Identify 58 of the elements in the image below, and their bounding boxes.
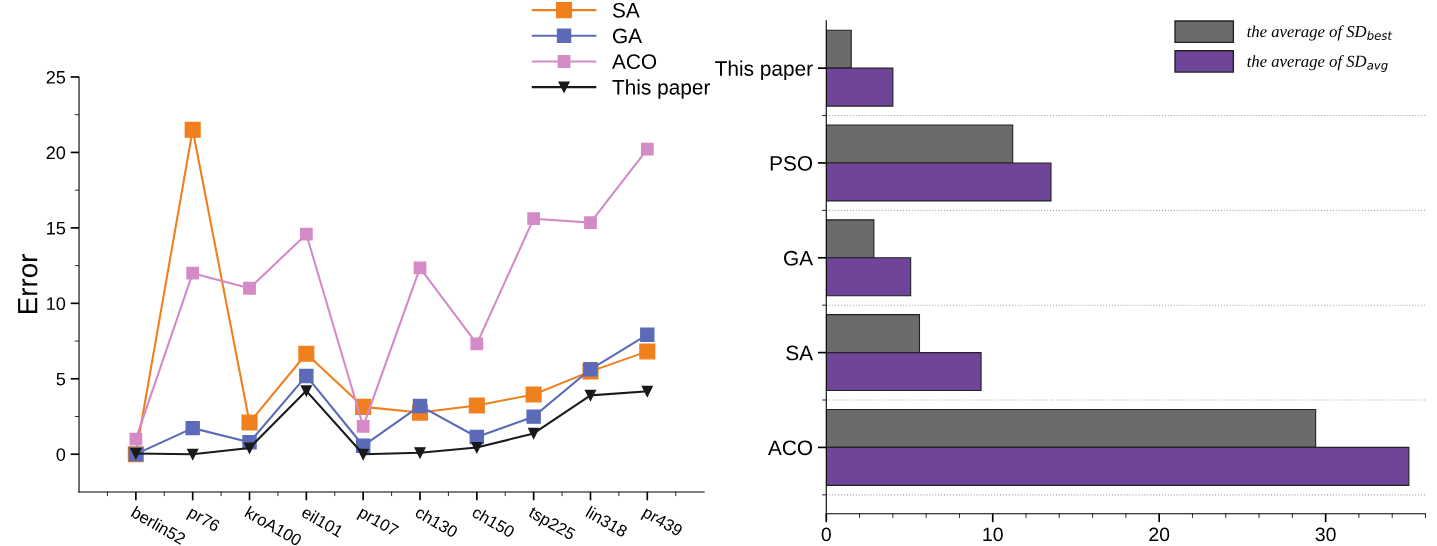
point [413,261,427,275]
point [243,442,256,454]
y-axis-title: Error [18,254,38,314]
point [129,432,143,446]
point [243,281,256,295]
point [357,448,369,460]
point [185,420,200,436]
point [525,386,542,403]
legend-label: SA [612,2,640,18]
point [187,448,199,460]
legend-label: This paper [612,79,711,99]
y-tick-label: 20 [46,146,66,160]
point [470,337,484,351]
point [356,419,370,433]
y-tick-label: PSO [770,155,813,171]
legend-label: the average of SD$_{avg}$ [1247,55,1388,72]
x-tick-label: pr439 [640,506,684,540]
point [299,368,314,384]
point [528,427,540,439]
point [640,327,655,342]
point [300,385,312,397]
y-tick-label: 5 [56,372,66,386]
point [640,142,654,156]
y-tick-label: This paper [715,60,813,81]
point [241,414,258,431]
point [639,343,656,360]
y-tick-label: 15 [47,222,66,235]
y-tick-label: 10 [47,297,66,311]
point [527,212,541,226]
point [412,398,428,414]
legend-label: the average of SD$_{best}$ [1247,25,1393,41]
x-tick-label: eil101 [300,505,345,538]
x-tick-label: 20 [1149,527,1170,542]
x-tick-label: ch130 [414,505,459,539]
point [641,385,653,397]
point [471,442,483,454]
y-tick-label: SA [786,345,814,361]
y-tick-label: 0 [56,448,66,461]
point [468,397,485,414]
point [584,389,597,401]
x-tick-label: 10 [983,527,1003,542]
legend-label: ACO [612,54,657,69]
point [184,121,201,138]
x-tick-label: pr76 [185,506,221,535]
y-tick-label: 25 [46,70,66,84]
point [584,216,597,229]
point [414,447,426,459]
x-tick-label: 0 [821,527,831,542]
x-tick-label: 30 [1315,527,1336,542]
legend-label: GA [613,28,643,44]
x-tick-label: ch150 [471,505,516,539]
point [526,409,541,424]
y-tick-label: GA [784,250,814,266]
x-tick-label: pr107 [356,506,400,540]
point [298,345,315,362]
y-tick-label: ACO [767,440,813,456]
point [299,227,313,241]
point [186,266,200,280]
